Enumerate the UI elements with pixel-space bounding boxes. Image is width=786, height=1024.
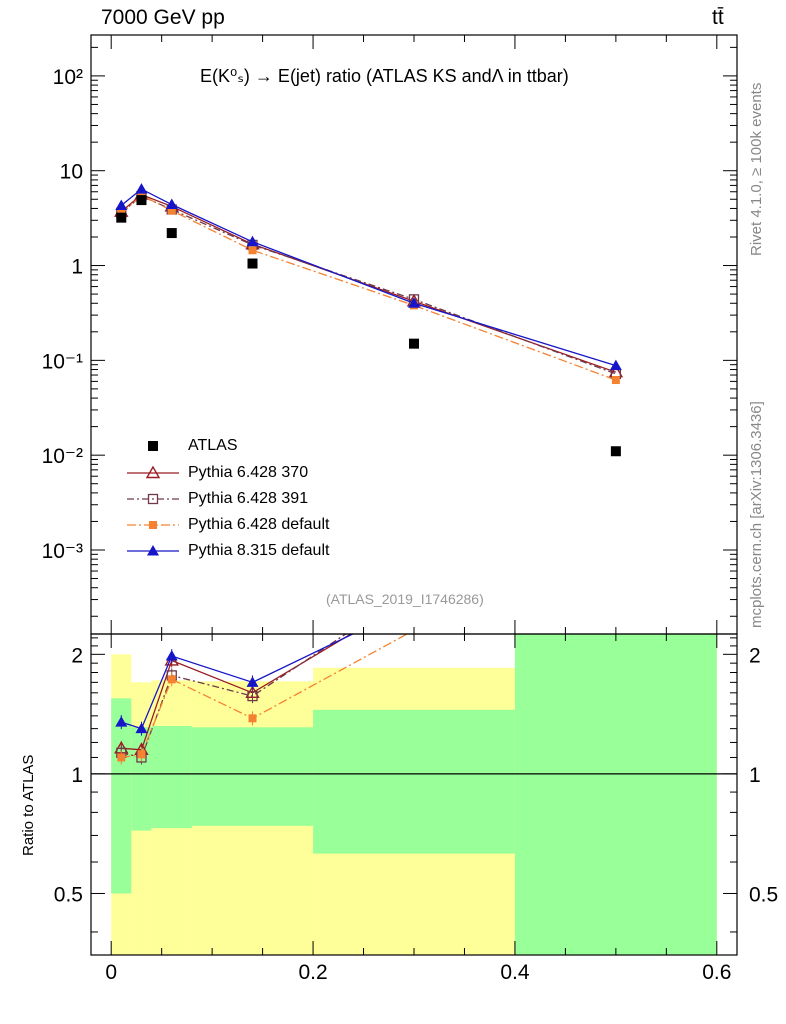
legend-label-atlas: ATLAS	[188, 437, 238, 454]
ratio-series-layer	[114, 409, 622, 765]
ratio-line-py8	[121, 634, 355, 730]
legend-markers	[127, 441, 179, 556]
ratio-y-tick-label-right: 1	[749, 764, 761, 787]
main-y-tick-label: 10⁻²	[42, 445, 83, 468]
legend-label-py370: Pythia 6.428 370	[188, 464, 309, 481]
ratio-y-tick-label: 1	[71, 764, 83, 787]
legend-marker-py391	[147, 493, 159, 505]
point-atlas	[166, 228, 177, 239]
legend-marker-pydefault	[149, 521, 157, 529]
ratio-point-pydefault	[137, 750, 146, 759]
x-tick-label: 0.4	[500, 961, 530, 984]
series-line-pydefault	[120, 194, 617, 381]
point-py8	[609, 359, 622, 371]
main-y-tick-label: 10⁻³	[42, 540, 83, 563]
ratio-y-axis-label: Ratio to ATLAS	[20, 754, 37, 856]
point-atlas	[247, 258, 258, 269]
main-series-layer	[114, 183, 624, 457]
ratio-point-pydefault	[248, 714, 257, 723]
point-py8	[135, 183, 148, 194]
ratio-band-green	[111, 698, 132, 894]
x-tick-label: 0	[105, 961, 117, 984]
series-line-py8	[120, 188, 617, 367]
legend-label-py8: Pythia 8.315 default	[188, 542, 330, 559]
x-tick-label: 0.2	[298, 961, 327, 984]
process-label: tt̄	[712, 6, 724, 29]
point-py8	[165, 198, 178, 210]
point-atlas	[409, 338, 419, 349]
legend-marker-atlas	[148, 441, 158, 451]
point-atlas	[610, 446, 621, 457]
main-y-tick-label: 10²	[53, 66, 83, 89]
point-py8	[115, 199, 128, 210]
ratio-point-py391	[247, 690, 258, 702]
axes-layer: 10⁻³ 10⁻² 10⁻¹ 1 10 10² 0 0.2 0.4 0.6 0.5 0.5 1 1 2 2	[42, 34, 778, 984]
source-label: mcplots.cern.ch [arXiv:1306.3436]	[748, 401, 765, 628]
ratio-band-green	[313, 709, 515, 854]
analysis-id: (ATLAS_2019_I1746286)	[326, 591, 484, 607]
ratio-point-pydefault	[612, 473, 620, 481]
legend-label-py391: Pythia 6.428 391	[188, 490, 309, 507]
ratio-point-py370	[610, 437, 622, 448]
main-y-tick-label: 10	[60, 161, 83, 184]
ratio-point-py8	[165, 650, 178, 661]
ratio-point-py8	[246, 676, 259, 687]
ratio-point-pydefault	[167, 675, 176, 684]
ratio-band-green	[151, 725, 192, 829]
main-y-tick-label: 10⁻¹	[42, 350, 83, 373]
legend-marker-py8	[147, 545, 159, 556]
ratio-y-tick-label: 0.5	[54, 883, 83, 906]
ratio-band-green	[191, 727, 314, 826]
point-atlas	[136, 195, 147, 206]
ratio-point-py8	[115, 716, 128, 727]
series-line-py370	[120, 193, 617, 373]
ratio-y-tick-label-right: 0.5	[749, 883, 778, 906]
ratio-y-tick-label-right: 2	[749, 644, 761, 667]
point-atlas	[116, 212, 127, 223]
rivet-version-label: Rivet 4.1.0, ≥ 100k events	[748, 82, 765, 256]
point-py8	[246, 235, 259, 247]
ratio-point-py8	[610, 409, 622, 420]
point-pydefault	[248, 246, 257, 255]
ratio-uncertainty-bands	[91, 634, 737, 955]
ratio-point-pydefault	[117, 753, 126, 762]
energy-label: 7000 GeV pp	[101, 6, 225, 29]
x-tick-label: 0.6	[702, 961, 731, 984]
ratio-band-green	[514, 634, 717, 955]
legend-marker-py370	[145, 465, 161, 479]
plot-title: E(K⁰ₛ) → E(jet) ratio (ATLAS KS andΛ in …	[200, 66, 569, 86]
main-y-tick-label: 1	[71, 256, 83, 279]
ratio-point-py8	[135, 722, 148, 734]
ratio-y-tick-label: 2	[71, 644, 83, 667]
point-pydefault	[611, 376, 620, 385]
point-pydefault	[167, 206, 176, 215]
legend-label-pydefault: Pythia 6.428 default	[188, 516, 330, 533]
point-py8	[408, 297, 420, 308]
